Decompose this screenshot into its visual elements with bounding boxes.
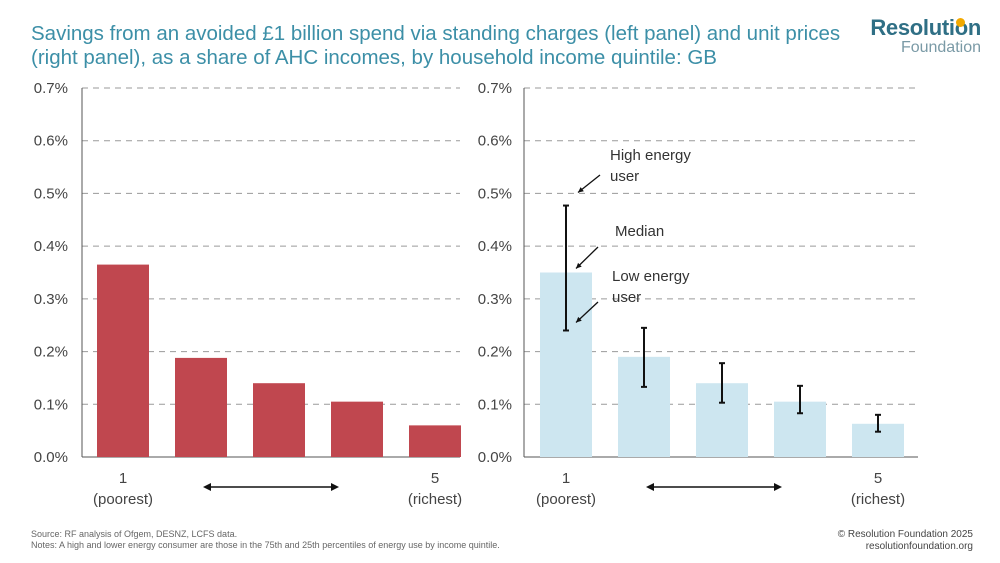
annotation-high-pointer-arrowhead-icon <box>578 187 584 193</box>
left-ytick-label: 0.0% <box>34 449 68 466</box>
left-xlabel-first: 1 <box>119 470 127 487</box>
left-bar-q3 <box>253 383 305 457</box>
left-range-arrow-left-icon <box>203 483 211 491</box>
annotation-high-line1: High energy <box>610 147 691 164</box>
right-ytick-label: 0.5% <box>478 185 512 202</box>
left-bar-q4 <box>331 401 383 457</box>
annotation-low-pointer-arrowhead-icon <box>576 316 582 323</box>
website-link[interactable]: resolutionfoundation.org <box>865 541 973 552</box>
right-ytick-label: 0.0% <box>478 449 512 466</box>
annotation-low-line2: user <box>612 289 641 306</box>
left-ytick-label: 0.5% <box>34 185 68 202</box>
notes-note: Notes: A high and lower energy consumer … <box>31 540 500 550</box>
right-ytick-label: 0.1% <box>478 396 512 413</box>
annotation-median-pointer-arrowhead-icon <box>576 262 582 269</box>
right-ytick-label: 0.6% <box>478 133 512 150</box>
right-xlabel-last-sub: (richest) <box>851 491 905 508</box>
right-xlabel-last: 5 <box>874 470 882 487</box>
annotation-high-line2: user <box>610 168 639 185</box>
annotation-low-line1: Low energy <box>612 268 690 285</box>
resolution-foundation-logo: Resolution Foundation <box>870 16 981 56</box>
footer-right: © Resolution Foundation 2025 resolutionf… <box>838 529 973 553</box>
right-range-arrow-right-icon <box>774 483 782 491</box>
logo-line2: Foundation <box>900 39 981 56</box>
left-xlabel-last-sub: (richest) <box>408 491 462 508</box>
right-xlabel-first: 1 <box>562 470 570 487</box>
right-ytick-label: 0.4% <box>478 238 512 255</box>
source-note: Source: RF analysis of Ofgem, DESNZ, LCF… <box>31 529 238 539</box>
annotation-median: Median <box>615 223 664 240</box>
left-ytick-label: 0.2% <box>34 344 68 361</box>
right-ytick-label: 0.3% <box>478 291 512 308</box>
left-ytick-label: 0.7% <box>34 80 68 97</box>
right-ytick-label: 0.7% <box>478 80 512 97</box>
left-ytick-label: 0.6% <box>34 133 68 150</box>
left-bar-q1 <box>97 264 149 457</box>
copyright-text: © Resolution Foundation 2025 <box>837 529 973 540</box>
left-range-arrow-right-icon <box>331 483 339 491</box>
left-bar-q5 <box>409 425 461 457</box>
footer-left: Source: RF analysis of Ofgem, DESNZ, LCF… <box>31 529 500 551</box>
right-ytick-label: 0.2% <box>478 344 512 361</box>
left-ytick-label: 0.3% <box>34 291 68 308</box>
left-ytick-label: 0.4% <box>34 238 68 255</box>
chart-title: Savings from an avoided £1 billion spend… <box>31 22 841 69</box>
logo-sun-icon <box>956 18 965 27</box>
left-ytick-label: 0.1% <box>34 396 68 413</box>
right-xlabel-first-sub: (poorest) <box>536 491 596 508</box>
left-xlabel-last: 5 <box>431 470 439 487</box>
right-range-arrow-left-icon <box>646 483 654 491</box>
left-xlabel-first-sub: (poorest) <box>93 491 153 508</box>
left-bar-q2 <box>175 357 227 457</box>
